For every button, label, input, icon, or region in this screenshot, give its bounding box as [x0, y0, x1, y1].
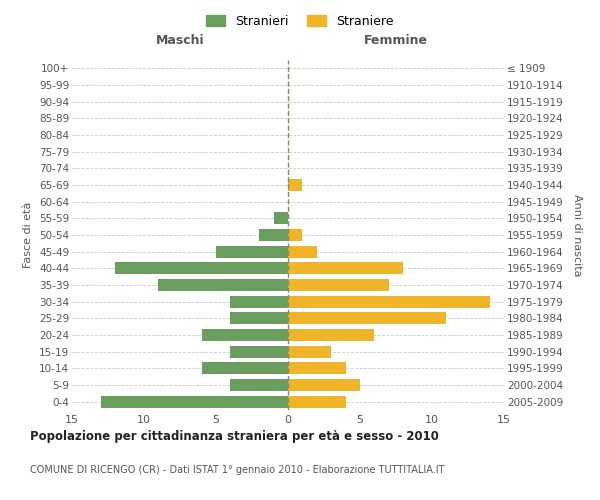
Bar: [202, 329, 288, 341]
Y-axis label: Anni di nascita: Anni di nascita: [572, 194, 582, 276]
Bar: [288, 312, 446, 324]
Bar: [158, 279, 288, 291]
Bar: [288, 396, 346, 407]
Bar: [288, 329, 374, 341]
Bar: [230, 312, 288, 324]
Bar: [288, 262, 403, 274]
Bar: [288, 362, 346, 374]
Bar: [288, 246, 317, 258]
Text: Femmine: Femmine: [364, 34, 428, 46]
Text: Popolazione per cittadinanza straniera per età e sesso - 2010: Popolazione per cittadinanza straniera p…: [30, 430, 439, 443]
Bar: [274, 212, 288, 224]
Bar: [288, 229, 302, 241]
Bar: [288, 279, 389, 291]
Bar: [115, 262, 288, 274]
Bar: [101, 396, 288, 407]
Bar: [288, 346, 331, 358]
Bar: [230, 379, 288, 391]
Bar: [216, 246, 288, 258]
Bar: [259, 229, 288, 241]
Bar: [230, 296, 288, 308]
Y-axis label: Fasce di età: Fasce di età: [23, 202, 34, 268]
Bar: [288, 379, 360, 391]
Bar: [288, 296, 490, 308]
Bar: [230, 346, 288, 358]
Bar: [202, 362, 288, 374]
Bar: [288, 179, 302, 191]
Legend: Stranieri, Straniere: Stranieri, Straniere: [203, 11, 397, 32]
Text: Maschi: Maschi: [155, 34, 205, 46]
Text: COMUNE DI RICENGO (CR) - Dati ISTAT 1° gennaio 2010 - Elaborazione TUTTITALIA.IT: COMUNE DI RICENGO (CR) - Dati ISTAT 1° g…: [30, 465, 445, 475]
